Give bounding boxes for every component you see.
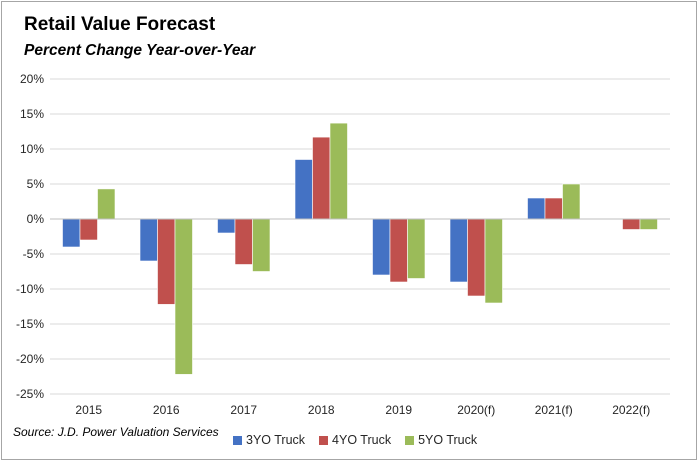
legend-swatch-5yo-truck (405, 435, 415, 445)
bar-4yo-truck-2017 (234, 218, 253, 265)
bar-3yo-truck-2016 (139, 218, 158, 262)
bar-5yo-truck-2018 (329, 122, 348, 220)
bar-4yo-truck-2018 (312, 136, 331, 220)
legend-label-4yo-truck: 4YO Truck (332, 433, 392, 447)
source-note: Source: J.D. Power Valuation Services (13, 425, 219, 439)
bar-3yo-truck-2018 (294, 159, 313, 220)
bar-4yo-truck-2020(f) (467, 218, 486, 297)
y-tick-label-1: 15% (20, 107, 44, 121)
bar-3yo-truck-2021(f) (527, 197, 546, 220)
x-tick-label-5: 2020(f) (457, 403, 495, 417)
bar-4yo-truck-2016 (157, 218, 176, 305)
legend-item-4yo-truck: 4YO Truck (319, 433, 391, 447)
chart-subtitle: Percent Change Year-over-Year (24, 42, 256, 59)
bar-5yo-truck-2019 (407, 218, 426, 279)
bar-5yo-truck-2017 (252, 218, 271, 272)
x-tick-label-7: 2022(f) (612, 403, 650, 417)
bar-4yo-truck-2015 (79, 218, 98, 241)
bar-5yo-truck-2021(f) (562, 183, 581, 220)
bar-3yo-truck-2015 (62, 218, 81, 248)
legend-swatch-3yo-truck (233, 435, 242, 445)
y-tick-label-0: 20% (20, 72, 44, 86)
bar-4yo-truck-2021(f) (544, 197, 563, 220)
y-tick-label-9: -25% (16, 387, 44, 401)
bar-4yo-truck-2022(f) (622, 218, 641, 230)
bar-4yo-truck-2019 (389, 218, 408, 283)
bar-3yo-truck-2017 (217, 218, 236, 234)
bar-3yo-truck-2020(f) (449, 218, 468, 283)
legend-label-5yo-truck: 5YO Truck (418, 433, 478, 447)
legend: 3YO Truck 4YO Truck 5YO Truck (233, 433, 477, 447)
y-tick-label-5: -5% (23, 247, 45, 261)
legend-item-3yo-truck: 3YO Truck (233, 433, 305, 447)
x-tick-label-4: 2019 (385, 403, 412, 417)
x-tick-label-1: 2016 (153, 403, 180, 417)
y-tick-label-3: 5% (27, 177, 45, 191)
legend-label-3yo-truck: 3YO Truck (246, 433, 306, 447)
x-tick-label-6: 2021(f) (535, 403, 573, 417)
x-tick-label-2: 2017 (230, 403, 257, 417)
y-tick-label-8: -20% (16, 352, 44, 366)
x-tick-label-3: 2018 (308, 403, 335, 417)
bar-5yo-truck-2022(f) (639, 218, 658, 230)
x-tick-label-0: 2015 (75, 403, 102, 417)
bar-3yo-truck-2019 (372, 218, 391, 276)
legend-item-5yo-truck: 5YO Truck (405, 433, 477, 447)
legend-swatch-4yo-truck (319, 435, 329, 445)
y-tick-label-6: -10% (16, 282, 44, 296)
y-tick-label-4: 0% (27, 212, 45, 226)
y-tick-label-7: -15% (16, 317, 44, 331)
bar-5yo-truck-2016 (174, 218, 193, 375)
bar-5yo-truck-2020(f) (484, 218, 503, 304)
bar-5yo-truck-2015 (97, 188, 116, 220)
chart-title: Retail Value Forecast (24, 14, 216, 35)
y-tick-label-2: 10% (20, 142, 44, 156)
